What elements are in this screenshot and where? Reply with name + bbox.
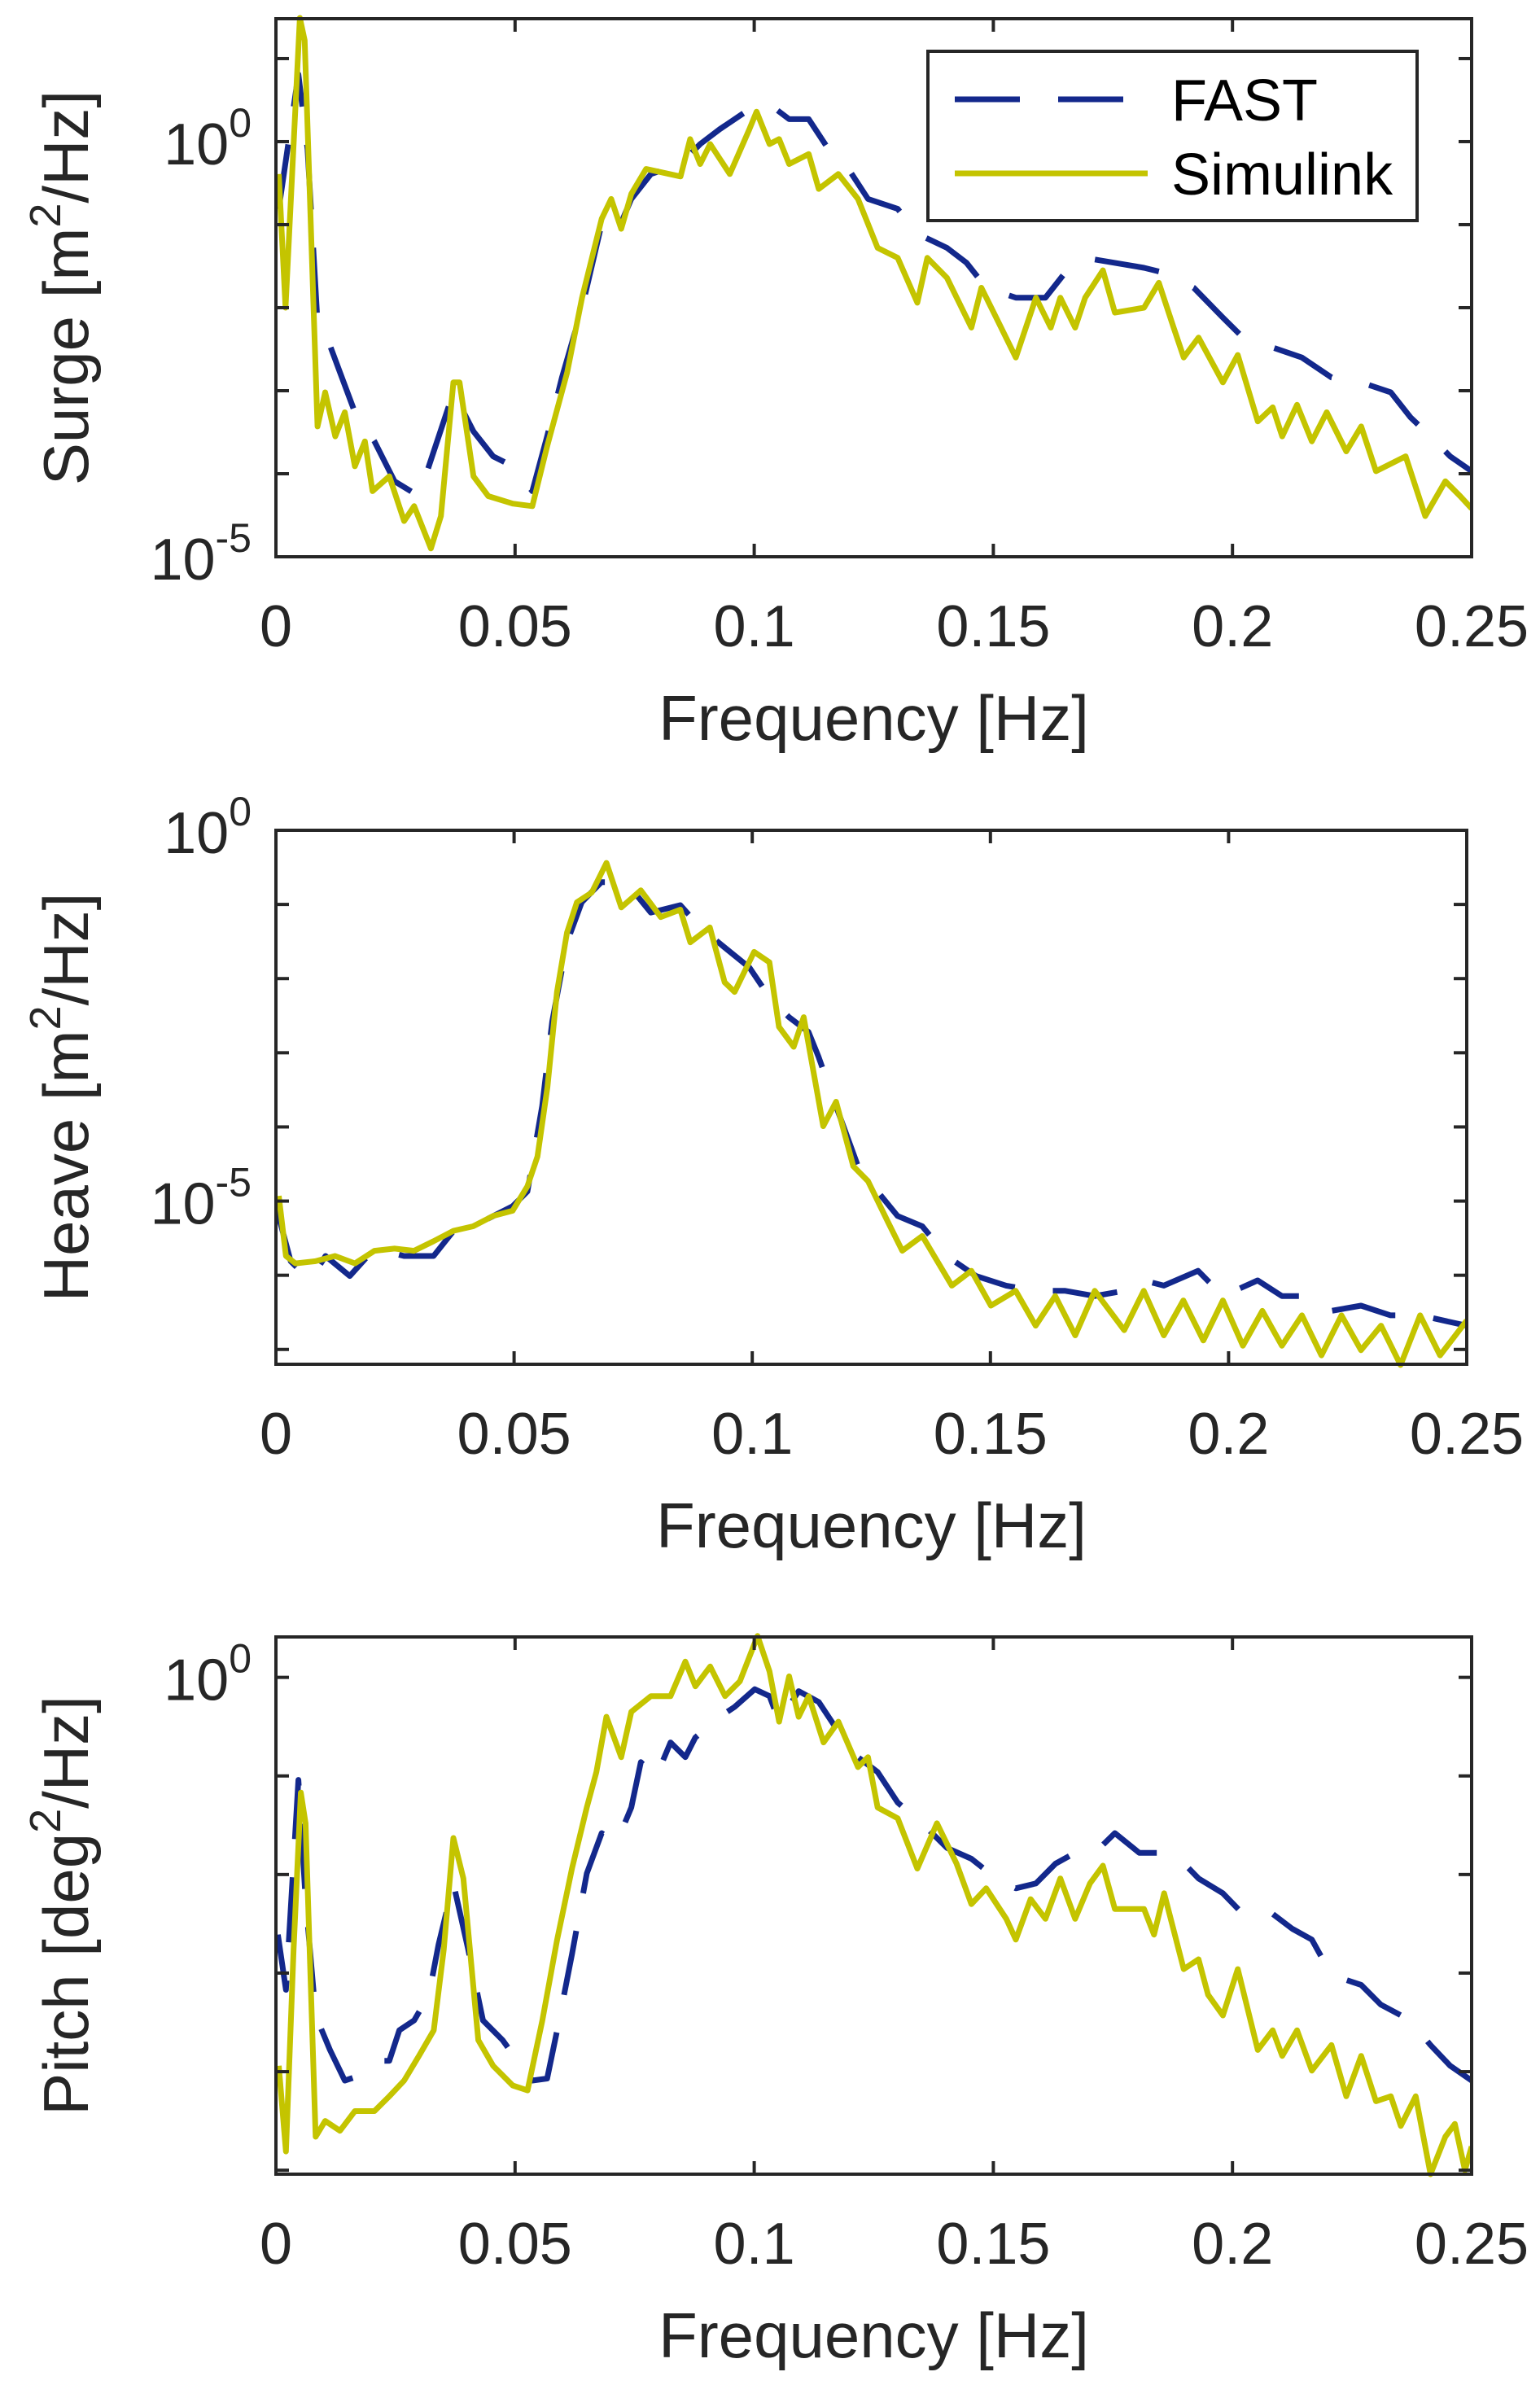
x-tick-label: 0.1	[714, 2212, 795, 2277]
x-tick-label: 0.15	[936, 2212, 1050, 2277]
x-tick-label: 0.25	[1410, 1402, 1524, 1467]
x-tick-label: 0.2	[1192, 2212, 1273, 2277]
x-axis-label: Frequency [Hz]	[656, 1490, 1087, 1561]
tick-exponent: -5	[216, 515, 252, 561]
x-tick-label: 0.2	[1188, 1402, 1269, 1467]
tick-exponent: 0	[229, 789, 252, 834]
ylabel-unit-tail: /Hz]	[30, 90, 102, 203]
ylabel-superscript: 2	[21, 203, 70, 228]
ylabel-text: Surge [m	[30, 228, 102, 485]
tick-base: 10	[150, 527, 215, 593]
ylabel-superscript: 2	[21, 1005, 70, 1030]
tick-base: 10	[150, 1172, 215, 1237]
x-tick-label: 0	[260, 2212, 292, 2277]
tick-base: 10	[164, 1648, 229, 1713]
series-line-simulink	[276, 860, 1467, 1368]
series-line-fast	[276, 1686, 1472, 2084]
y-tick-label: 10-5	[150, 515, 252, 593]
tick-base: 10	[164, 112, 229, 177]
x-tick-label: 0.05	[458, 2212, 572, 2277]
x-tick-label: 0	[260, 1402, 292, 1467]
ylabel-unit-tail: /Hz]	[30, 1696, 102, 1809]
ylabel-superscript: 2	[21, 1809, 70, 1833]
x-axis-label: Frequency [Hz]	[658, 2300, 1089, 2371]
axes-box	[274, 829, 1468, 1366]
x-tick-label: 0.1	[711, 1402, 793, 1467]
series-line-simulink	[276, 15, 1472, 552]
x-tick-label: 0.2	[1192, 594, 1273, 659]
y-tick-label: 100	[164, 100, 252, 177]
y-tick-label: 100	[164, 1636, 252, 1713]
y-tick-label: 100	[164, 789, 252, 866]
tick-exponent: 0	[229, 100, 252, 146]
ylabel-unit-tail: /Hz]	[30, 893, 102, 1006]
axes-box	[274, 1635, 1473, 2176]
legend-box	[926, 50, 1419, 222]
legend: FAST Simulink	[926, 50, 1419, 222]
x-tick-label: 0	[260, 594, 292, 659]
y-axis-label: Heave [m2/Hz]	[21, 893, 102, 1302]
x-tick-label: 0.25	[1415, 2212, 1529, 2277]
y-tick-label: 10-5	[150, 1160, 252, 1237]
axes-box	[274, 17, 1473, 558]
tick-exponent: 0	[229, 1636, 252, 1682]
series-line-simulink	[276, 1633, 1472, 2177]
ylabel-text: Pitch [deg	[30, 1833, 102, 2116]
x-tick-label: 0.05	[457, 1402, 571, 1467]
x-tick-label: 0.25	[1415, 594, 1529, 659]
x-tick-label: 0.15	[936, 594, 1050, 659]
x-tick-label: 0.05	[458, 594, 572, 659]
x-tick-label: 0.15	[934, 1402, 1048, 1467]
y-axis-label: Pitch [deg2/Hz]	[21, 1696, 102, 2116]
tick-base: 10	[164, 801, 229, 866]
x-axis-label: Frequency [Hz]	[658, 682, 1089, 754]
legend-label-fast: FAST	[1171, 68, 1318, 133]
y-axis-label: Surge [m2/Hz]	[21, 90, 102, 485]
ylabel-text: Heave [m	[30, 1030, 102, 1302]
x-tick-label: 0.1	[714, 594, 795, 659]
series-line-fast	[276, 71, 1472, 499]
legend-label-simulink: Simulink	[1171, 142, 1393, 208]
tick-exponent: -5	[216, 1160, 252, 1206]
series-line-fast	[276, 879, 1467, 1329]
